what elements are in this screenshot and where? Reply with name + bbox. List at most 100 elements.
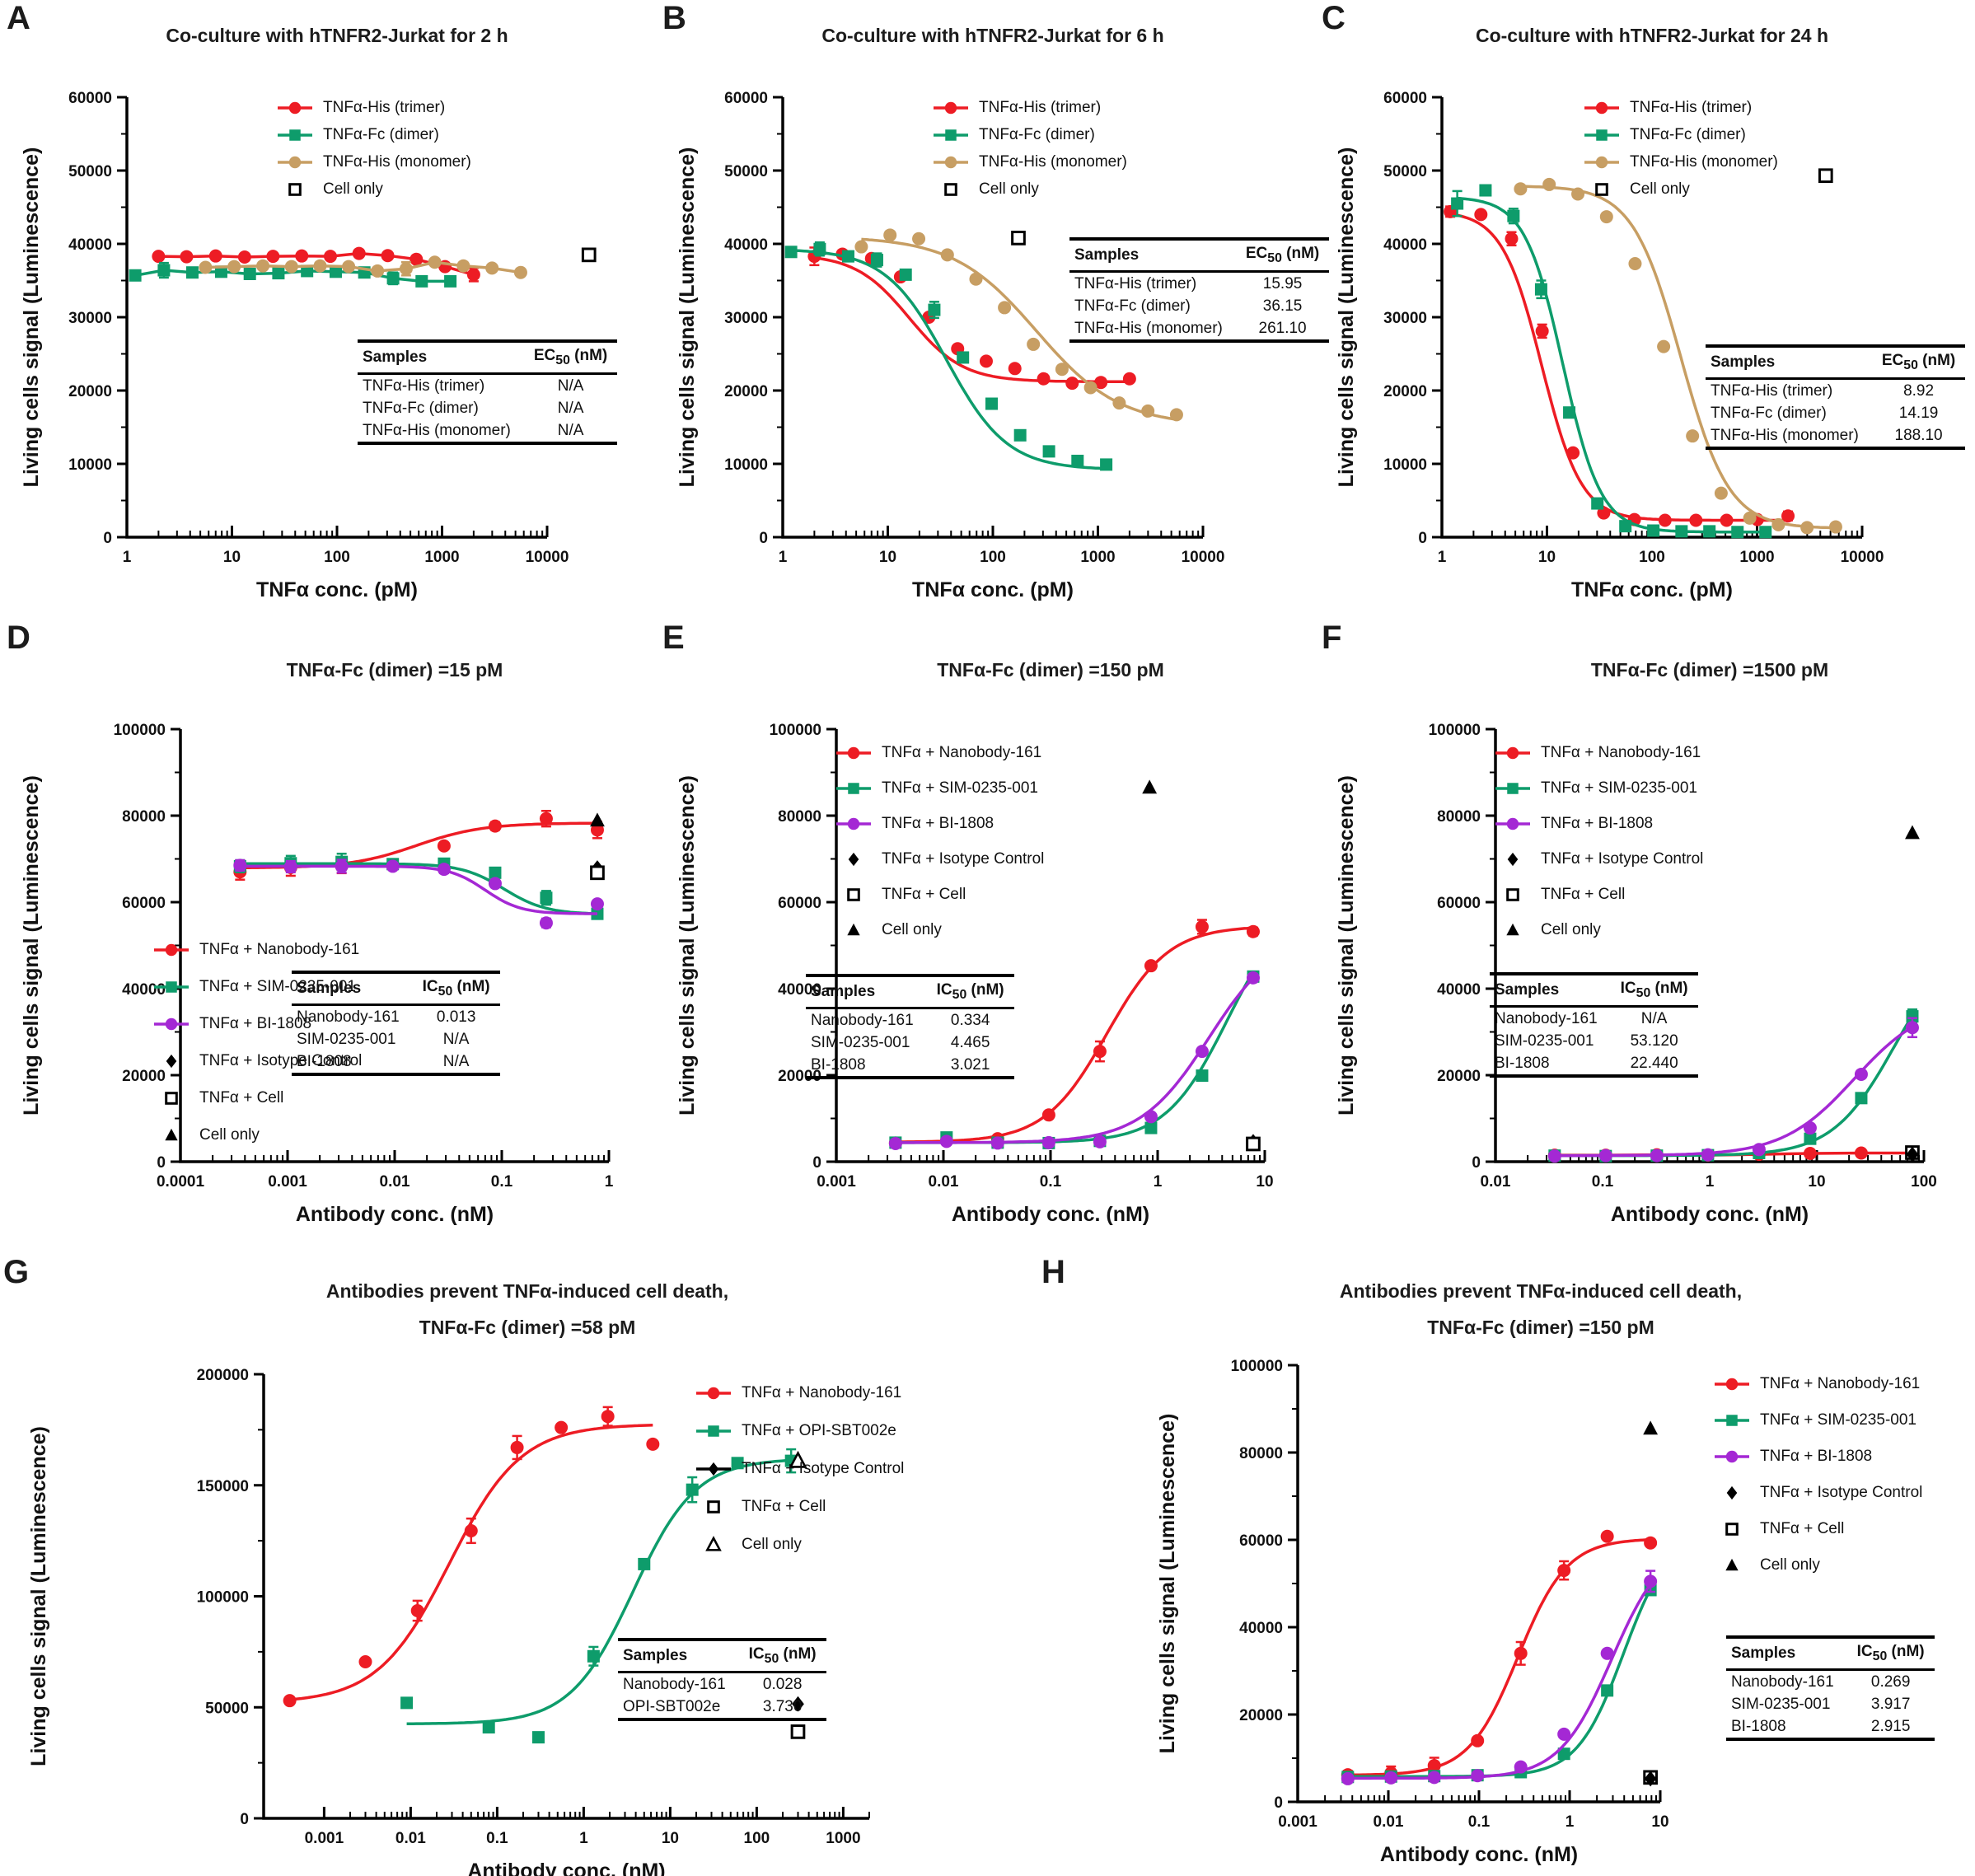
table-sample-cell: Nanobody-161 — [1731, 1672, 1834, 1691]
x-tick-label: 0.001 — [817, 1173, 856, 1191]
y-tick-label: 40000 — [1437, 981, 1481, 999]
table-sample-cell: Nanobody-161 — [623, 1675, 726, 1693]
table-value-cell: 4.465 — [950, 1033, 990, 1051]
circle-marker-icon — [601, 1410, 615, 1424]
y-tick-label: 0 — [812, 1154, 821, 1172]
square-marker-icon — [848, 782, 859, 794]
dose-response-chart: 0 20000 40000 60000 80000 100000 0.01 0.1 1 10 100… — [1335, 722, 1937, 1226]
table-value-cell: 53.120 — [1630, 1032, 1678, 1050]
square-marker-icon — [928, 303, 941, 316]
legend-item: TNFα + BI-1808 — [1493, 806, 1703, 841]
legend-label: TNFα + Cell — [1760, 1520, 1845, 1537]
x-tick-label: 10 — [662, 1830, 679, 1847]
table-sample-cell: Nanobody-161 — [811, 1011, 914, 1029]
circle-marker-icon — [1514, 182, 1528, 196]
square-marker-icon — [1451, 197, 1464, 210]
series-curve — [240, 862, 598, 915]
y-tick-label: 0 — [157, 1154, 166, 1172]
circle-marker-icon — [1094, 376, 1108, 390]
legend: TNFα-His (trimer) TNFα-Fc (dimer) TNFα-His… — [931, 94, 1127, 203]
circle-marker-icon — [1557, 1727, 1571, 1741]
legend-item: TNFα + Cell — [1712, 1511, 1922, 1547]
legend-item: TNFα + Nanobody-161 — [694, 1374, 904, 1412]
legend-marker — [165, 1091, 178, 1105]
legend-marker — [696, 1462, 731, 1476]
samples-table: Samples EC50 (nM) TNFα-His (trimer) 8.92 TNF… — [1706, 344, 1966, 450]
y-tick-label: 50000 — [68, 163, 112, 180]
legend-label: TNFα + OPI-SBT002e — [742, 1422, 896, 1439]
table-row: TNFα-His (trimer) 15.95 — [1069, 271, 1329, 295]
circle-marker-icon — [1644, 1574, 1658, 1588]
legend-marker — [1506, 887, 1519, 901]
legend-label: TNFα + BI-1808 — [1541, 814, 1654, 832]
x-tick-label: 10 — [1256, 1173, 1273, 1191]
panel-e: E TNFα-Fc (dimer) =150 pM 0 20000 40000 600… — [659, 620, 1310, 1256]
square-marker-icon — [531, 1731, 545, 1744]
table-value-cell: 22.440 — [1630, 1054, 1678, 1072]
circle-marker-icon — [998, 301, 1012, 315]
y-tick-label: 20000 — [724, 383, 768, 400]
legend-label: TNFα + Nanobody-161 — [199, 940, 360, 958]
legend-item: Cell only — [152, 1116, 362, 1153]
y-tick-label: 60000 — [122, 895, 166, 912]
circle-marker-icon — [940, 248, 954, 262]
circle-marker-icon — [1246, 971, 1260, 985]
table-value-cell: N/A — [557, 377, 584, 395]
legend-label: TNFα-His (monomer) — [979, 152, 1127, 171]
square-marker-icon — [1196, 1069, 1209, 1083]
table-value-cell: 188.10 — [1894, 426, 1943, 444]
panel-title: TNFα-Fc (dimer) =1500 pM — [1590, 659, 1829, 681]
triangle-marker-icon — [1725, 1558, 1739, 1571]
square-marker-icon — [1703, 525, 1716, 538]
circle-marker-icon — [208, 249, 222, 263]
legend-marker — [278, 101, 312, 114]
table-row: TNFα-His (monomer) N/A — [358, 419, 617, 443]
panel-g: G Antibodies prevent TNFα-induced cell d… — [0, 1254, 1026, 1876]
legend-marker — [1715, 1378, 1749, 1391]
circle-marker-icon — [1055, 363, 1069, 377]
circle-marker-icon — [1800, 521, 1814, 535]
legend-marker — [1725, 1558, 1739, 1571]
circle-marker-icon — [539, 812, 553, 826]
circle-marker-icon — [944, 101, 957, 114]
circle-marker-icon — [410, 1604, 424, 1618]
square-marker-icon — [1804, 1132, 1817, 1145]
legend-item: TNFα + Nanobody-161 — [834, 735, 1044, 770]
x-tick-label: 10000 — [526, 549, 569, 566]
table-sample-cell: TNFα-Fc (dimer) — [1711, 404, 1827, 422]
circle-marker-icon — [410, 252, 424, 266]
legend-marker — [154, 980, 189, 993]
ic50-table: Samples IC50 (nM) Nanobody-161 0.028 OPI-SBT… — [618, 1638, 826, 1721]
x-tick-label: 0.01 — [380, 1173, 410, 1191]
square-open-marker-icon — [581, 247, 597, 263]
circle-marker-icon — [1803, 1147, 1817, 1161]
square-marker-icon — [587, 1649, 600, 1663]
table-sample-cell: OPI-SBT002e — [623, 1697, 721, 1715]
table-value-cell: N/A — [1640, 1009, 1668, 1027]
table-sample-cell: TNFα-Fc (dimer) — [363, 399, 479, 417]
legend-marker — [1584, 101, 1619, 114]
panel-c: C Co-culture with hTNFR2-Jurkat for 24 h… — [1318, 0, 1973, 616]
circle-marker-icon — [1854, 1067, 1868, 1081]
square-marker-icon — [1563, 406, 1576, 419]
square-marker-icon — [1906, 1010, 1919, 1023]
table-value-cell: N/A — [442, 1030, 470, 1048]
x-tick-label: 1 — [1438, 549, 1447, 566]
panel-title: Co-culture with hTNFR2-Jurkat for 24 h — [1475, 25, 1829, 46]
circle-marker-icon — [437, 863, 451, 877]
y-tick-label: 60000 — [1383, 90, 1427, 107]
x-tick-label: 0.01 — [1481, 1173, 1511, 1191]
square-marker-icon — [166, 980, 177, 993]
x-tick-label: 1000 — [1739, 549, 1774, 566]
table-row: BI-1808 2.915 — [1726, 1715, 1935, 1739]
ic50-table: Samples IC50 (nM) Nanobody-161 N/A SIM-0235-… — [1490, 972, 1698, 1078]
table-row: SIM-0235-001 4.465 — [806, 1032, 1014, 1054]
circle-marker-icon — [266, 250, 280, 264]
legend-item: TNFα-His (trimer) — [1582, 94, 1778, 121]
circle-marker-icon — [371, 264, 385, 278]
table-sample-cell: SIM-0235-001 — [1495, 1032, 1594, 1050]
legend-label: TNFα + SIM-0235-001 — [1760, 1411, 1916, 1429]
triangle-marker-icon — [590, 812, 605, 827]
circle-marker-icon — [1597, 506, 1611, 520]
circle-marker-icon — [1714, 486, 1728, 500]
